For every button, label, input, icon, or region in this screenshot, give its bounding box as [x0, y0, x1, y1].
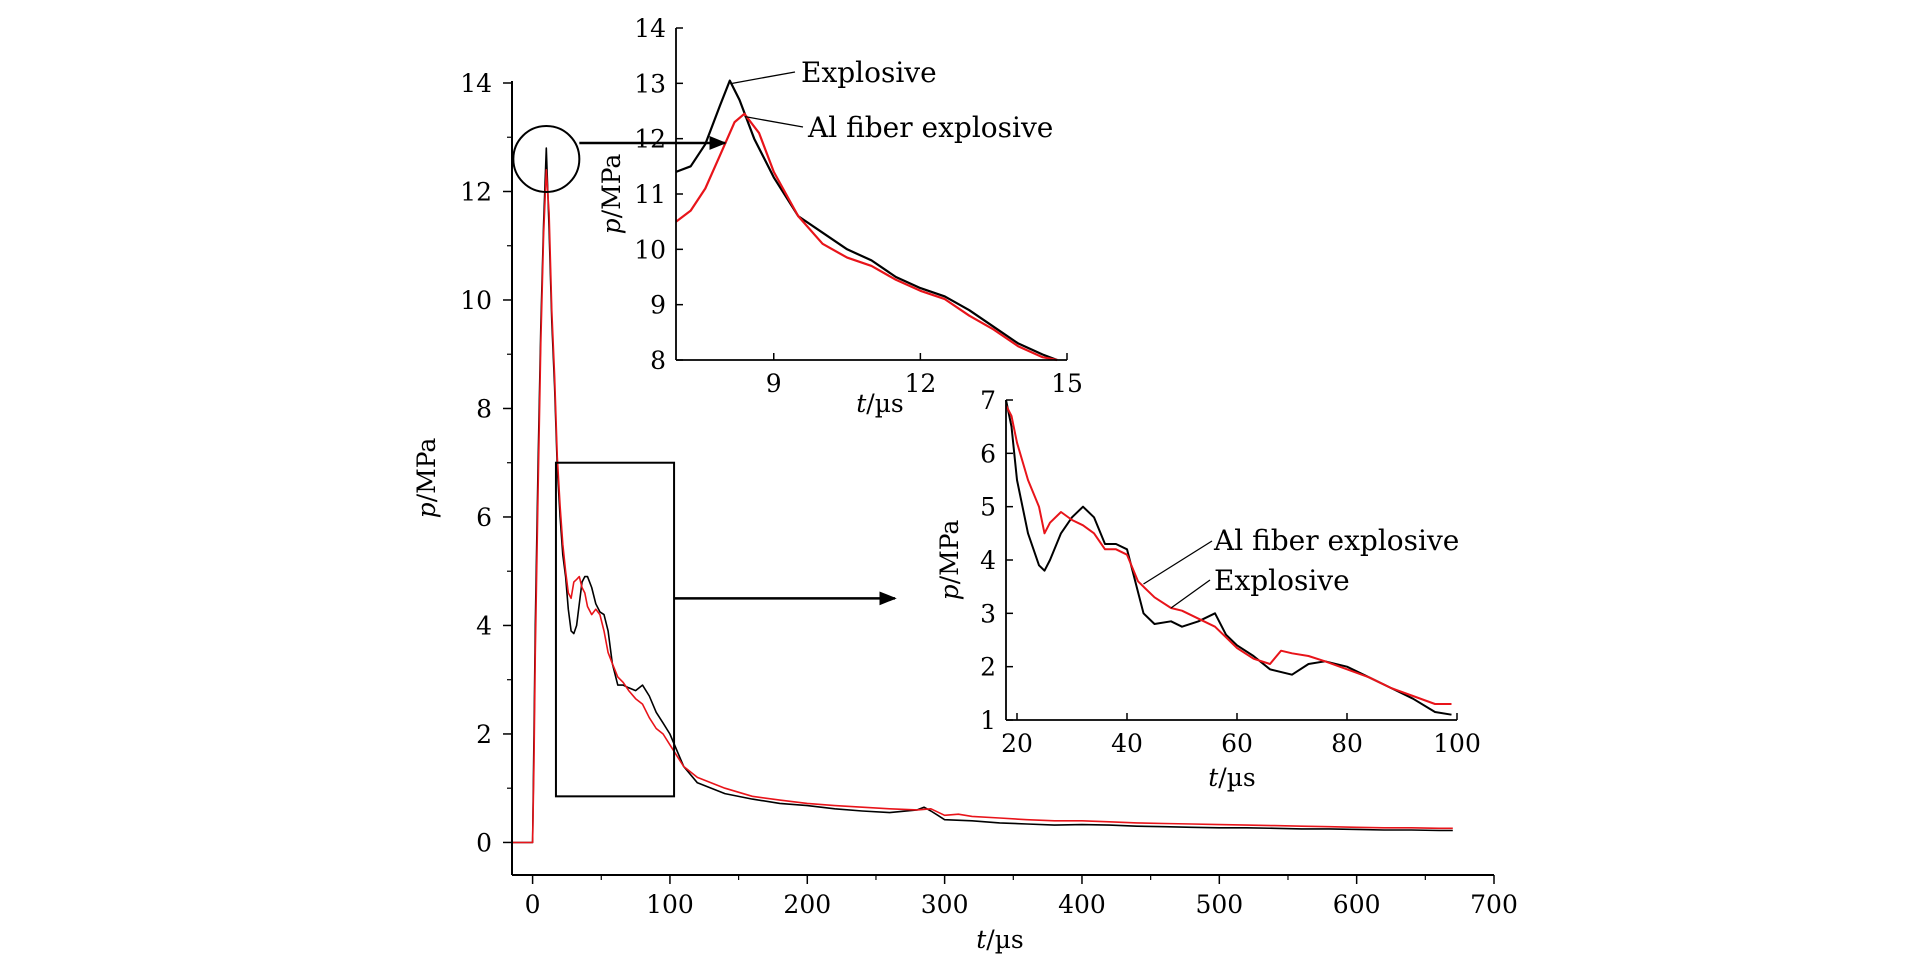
main-x-tick-label: 600 [1333, 890, 1381, 919]
inset_decay-x-axis-label: t/µs [1208, 763, 1256, 792]
inset_decay-y-tick-label: 5 [980, 493, 996, 522]
inset_decay-x-axis-unit: /µs [1218, 763, 1256, 792]
main-y-tick-label: 4 [476, 611, 492, 640]
main-y-tick-label: 6 [476, 503, 492, 532]
inset_decay-chart: 20 40 60 80 100 1 2 3 4 5 6 7 t/µs p/MPa [935, 386, 1481, 792]
inset_peak-y-tick-label: 10 [634, 235, 666, 264]
inset_decay-x-tick-label: 100 [1433, 729, 1481, 758]
main-x-tick-label: 500 [1195, 890, 1243, 919]
inset_peak-y-tick-label: 14 [634, 14, 666, 43]
inset_decay-x-tick-label: 40 [1111, 729, 1143, 758]
main-x-tick-label: 300 [921, 890, 969, 919]
main-y-tick-label: 14 [460, 69, 492, 98]
peak-highlight-circle [512, 124, 581, 193]
main-x-tick-label: 0 [525, 890, 541, 919]
inset_decay-x-tick-label: 20 [1001, 729, 1033, 758]
inset_peak-x-tick-label: 9 [766, 369, 782, 398]
inset_decay-x-axis-var: t [1208, 763, 1219, 792]
inset_peak-x-tick-label: 15 [1051, 369, 1083, 398]
inset_decay-y-axis-unit: /MPa [935, 520, 964, 585]
main-chart: 0 100 200 300 400 500 600 70002468101214t/µsp/M… [412, 69, 1518, 954]
main-y-tick-label: 10 [460, 286, 492, 315]
main-y-tick-label: 2 [476, 720, 492, 749]
inset_peak-x-tick-label: 12 [904, 369, 936, 398]
inset_decay-series-explosive-line [1005, 399, 1452, 716]
peak-legend-explosive: Explosive [801, 56, 937, 89]
inset_peak-chart: 9 12 15 8 9 10 11 12 13 14 t/µs p/MPa [597, 14, 1083, 418]
inset_decay-y-tick-label: 1 [980, 706, 996, 735]
main-x-axis-label: t/µs [976, 925, 1024, 954]
inset_peak-x-axis-unit: /µs [866, 389, 904, 418]
inset_decay-y-tick-label: 6 [980, 439, 996, 468]
inset_decay-x-tick-label: 80 [1331, 729, 1363, 758]
main-x-tick-label: 200 [783, 890, 831, 919]
inset_decay-y-axis-var: p [935, 584, 964, 600]
main-y-axis-unit: /MPa [412, 438, 441, 503]
inset_peak-y-tick-label: 13 [634, 69, 666, 98]
inset_peak-y-axis-var: p [597, 218, 626, 234]
inset_peak-y-tick-label: 12 [634, 125, 666, 154]
inset_peak-y-axis-label: p/MPa [597, 154, 626, 235]
main-x-tick-label: 100 [646, 890, 694, 919]
inset_decay-y-tick-label: 4 [980, 546, 996, 575]
peak-al-fiber-leader [744, 115, 804, 128]
inset_peak-x-axis-label: t/µs [856, 389, 904, 418]
decay-explosive-leader [1170, 579, 1211, 609]
main-y-tick-label: 8 [476, 394, 492, 423]
inset_decay-y-tick-label: 7 [980, 386, 996, 415]
main-x-tick-label: 700 [1470, 890, 1518, 919]
main-y-tick-label: 12 [460, 177, 492, 206]
inset_decay-y-axis-label: p/MPa [935, 520, 964, 601]
main-y-tick-label: 0 [476, 828, 492, 857]
decay-al-fiber-leader [1143, 540, 1213, 585]
inset_decay-x-tick-label: 60 [1221, 729, 1253, 758]
peak-legend-al-fiber: Al fiber explosive [807, 111, 1053, 144]
inset_decay-y-tick-label: 2 [980, 653, 996, 682]
main-x-axis-unit: /µs [986, 925, 1024, 954]
inset_peak-series-explosive-line [675, 79, 1058, 362]
main-y-axis-var: p [412, 502, 441, 518]
inset_decay-y-tick-label: 3 [980, 599, 996, 628]
main-series-red-line [512, 169, 1453, 844]
inset_peak-series-al-fiber-explosive-line [675, 112, 1058, 362]
peak-explosive-leader [732, 71, 796, 84]
inset_peak-y-tick-label: 8 [650, 346, 666, 375]
inset_peak-y-axis-unit: /MPa [597, 154, 626, 219]
inset_peak-y-tick-label: 11 [634, 180, 666, 209]
decay-legend-al-fiber: Al fiber explosive [1213, 524, 1459, 557]
inset_peak-y-tick-label: 9 [650, 291, 666, 320]
decay-legend-explosive: Explosive [1214, 564, 1350, 597]
decay-highlight-rect [554, 461, 676, 798]
main-y-axis-label: p/MPa [412, 438, 441, 519]
main-x-axis-var: t [976, 925, 987, 954]
inset_peak-x-axis-var: t [856, 389, 867, 418]
main-x-tick-label: 400 [1058, 890, 1106, 919]
